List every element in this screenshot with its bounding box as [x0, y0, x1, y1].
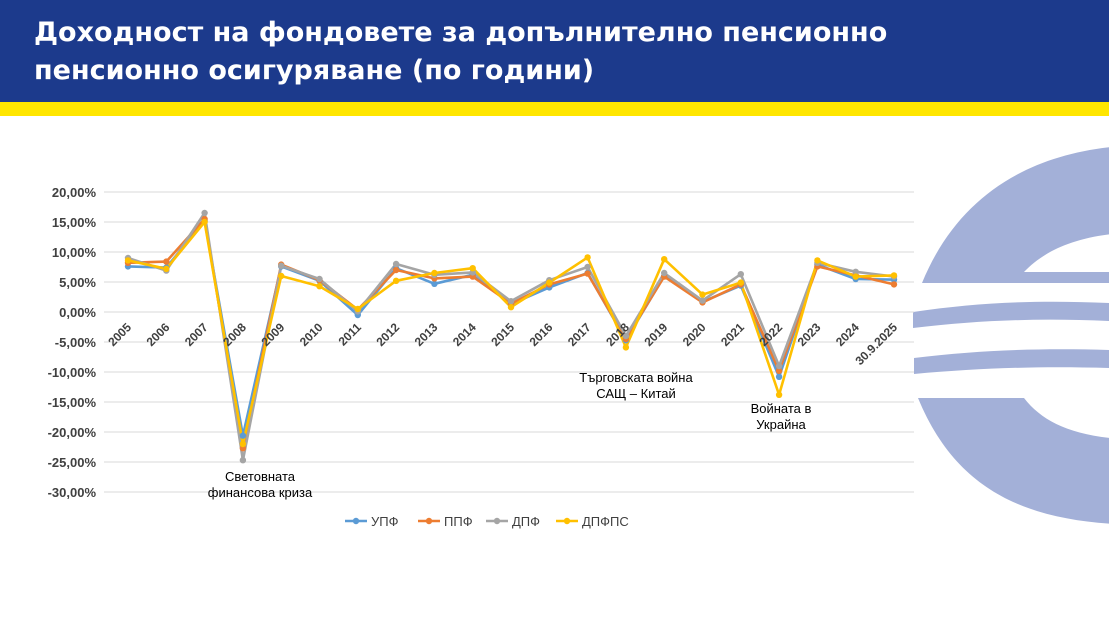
x-tick-label: 2021	[718, 320, 747, 349]
data-point	[469, 265, 476, 272]
y-tick-label: -20,00%	[48, 425, 97, 440]
y-tick-label: 0,00%	[59, 305, 96, 320]
data-point	[890, 281, 898, 288]
data-point	[584, 270, 591, 277]
x-tick-label: 2010	[297, 320, 326, 349]
annotation-label: Войната в Украйна	[751, 401, 812, 432]
y-tick-label: -10,00%	[48, 365, 97, 380]
data-point	[661, 256, 668, 263]
y-tick-label: 5,00%	[59, 275, 96, 290]
x-tick-label: 2016	[527, 320, 556, 349]
data-point	[584, 263, 591, 271]
data-point	[354, 305, 361, 313]
x-tick-label: 2015	[488, 320, 517, 349]
data-point	[163, 265, 170, 272]
data-point	[546, 279, 553, 286]
y-tick-label: -15,00%	[48, 395, 97, 410]
x-tick-label: 2019	[642, 320, 671, 349]
x-tick-label: 2014	[450, 320, 479, 349]
data-point	[201, 218, 208, 226]
data-point	[775, 391, 783, 398]
data-point	[316, 283, 323, 290]
data-point	[890, 272, 898, 279]
header-bar	[0, 0, 1109, 102]
data-point	[622, 344, 630, 351]
x-tick-label: 2020	[680, 320, 709, 349]
data-point	[239, 432, 247, 439]
data-point	[661, 269, 668, 277]
data-point	[239, 440, 247, 448]
data-point	[278, 262, 285, 269]
legend-swatch-marker	[493, 517, 501, 525]
data-point	[852, 268, 859, 275]
legend-item: УПФ	[345, 514, 399, 529]
x-tick-label: 2024	[833, 320, 862, 349]
legend-item: ДПФ	[486, 514, 540, 529]
data-point	[507, 304, 515, 311]
x-tick-label: 30.9.2025	[852, 320, 900, 368]
y-tick-label: -25,00%	[48, 455, 97, 470]
data-point	[278, 272, 285, 280]
legend-label: ДПФПС	[582, 514, 629, 529]
data-point	[163, 258, 170, 265]
data-point	[775, 373, 783, 380]
data-point	[584, 254, 591, 261]
data-point	[622, 332, 630, 340]
data-point	[775, 362, 783, 370]
x-tick-label: 2009	[259, 320, 288, 349]
data-point	[814, 257, 821, 264]
y-tick-label: 10,00%	[52, 245, 97, 260]
data-point	[392, 266, 400, 274]
legend-swatch-marker	[425, 517, 433, 525]
x-tick-label: 2017	[565, 320, 594, 349]
x-tick-label: 2008	[220, 320, 249, 349]
data-point	[392, 260, 400, 268]
x-tick-label: 2005	[105, 320, 134, 349]
legend-label: УПФ	[371, 514, 399, 529]
annotation-label: Търговската война САЩ – Китай	[579, 370, 693, 401]
x-tick-label: 2011	[336, 320, 365, 349]
legend-item: ДПФПС	[556, 514, 629, 529]
data-point	[201, 209, 208, 217]
legend-swatch-marker	[563, 517, 571, 525]
x-tick-label: 2006	[144, 320, 173, 349]
page-title-line-2: пенсионно осигуряване (по години)	[34, 55, 595, 86]
data-point	[775, 367, 783, 374]
data-point	[431, 269, 438, 277]
data-point	[316, 275, 323, 283]
data-point	[699, 297, 706, 304]
logo-band-2	[914, 349, 1109, 374]
y-tick-label: -30,00%	[48, 485, 97, 500]
x-tick-label: 2007	[182, 320, 211, 349]
logo-arc-bottom	[918, 398, 1109, 524]
logo-arc-top	[922, 147, 1109, 283]
data-point	[431, 280, 438, 287]
data-point	[737, 279, 744, 286]
data-point	[852, 273, 859, 280]
y-tick-label: 20,00%	[52, 185, 97, 200]
legend-swatch-marker	[352, 517, 360, 525]
data-point	[737, 271, 744, 278]
data-point	[392, 277, 400, 284]
legend-item: ППФ	[418, 514, 473, 529]
y-tick-label: 15,00%	[52, 215, 97, 230]
logo-band-1	[913, 301, 1109, 328]
header-stripe	[0, 102, 1109, 116]
y-tick-label: -5,00%	[55, 335, 97, 350]
legend-label: ДПФ	[512, 514, 540, 529]
x-tick-label: 2013	[412, 320, 441, 349]
x-tick-label: 2012	[373, 320, 402, 349]
legend-label: ППФ	[444, 514, 473, 529]
page-title-line-1: Доходност на фондовете за допълнително п…	[34, 17, 888, 48]
data-point	[239, 457, 247, 464]
data-point	[699, 291, 706, 298]
data-point	[507, 298, 515, 305]
data-point	[124, 257, 132, 264]
annotation-label: Световната финансова криза	[208, 469, 313, 500]
page-title: Доходност на фондовете за допълнително п…	[34, 14, 1034, 90]
